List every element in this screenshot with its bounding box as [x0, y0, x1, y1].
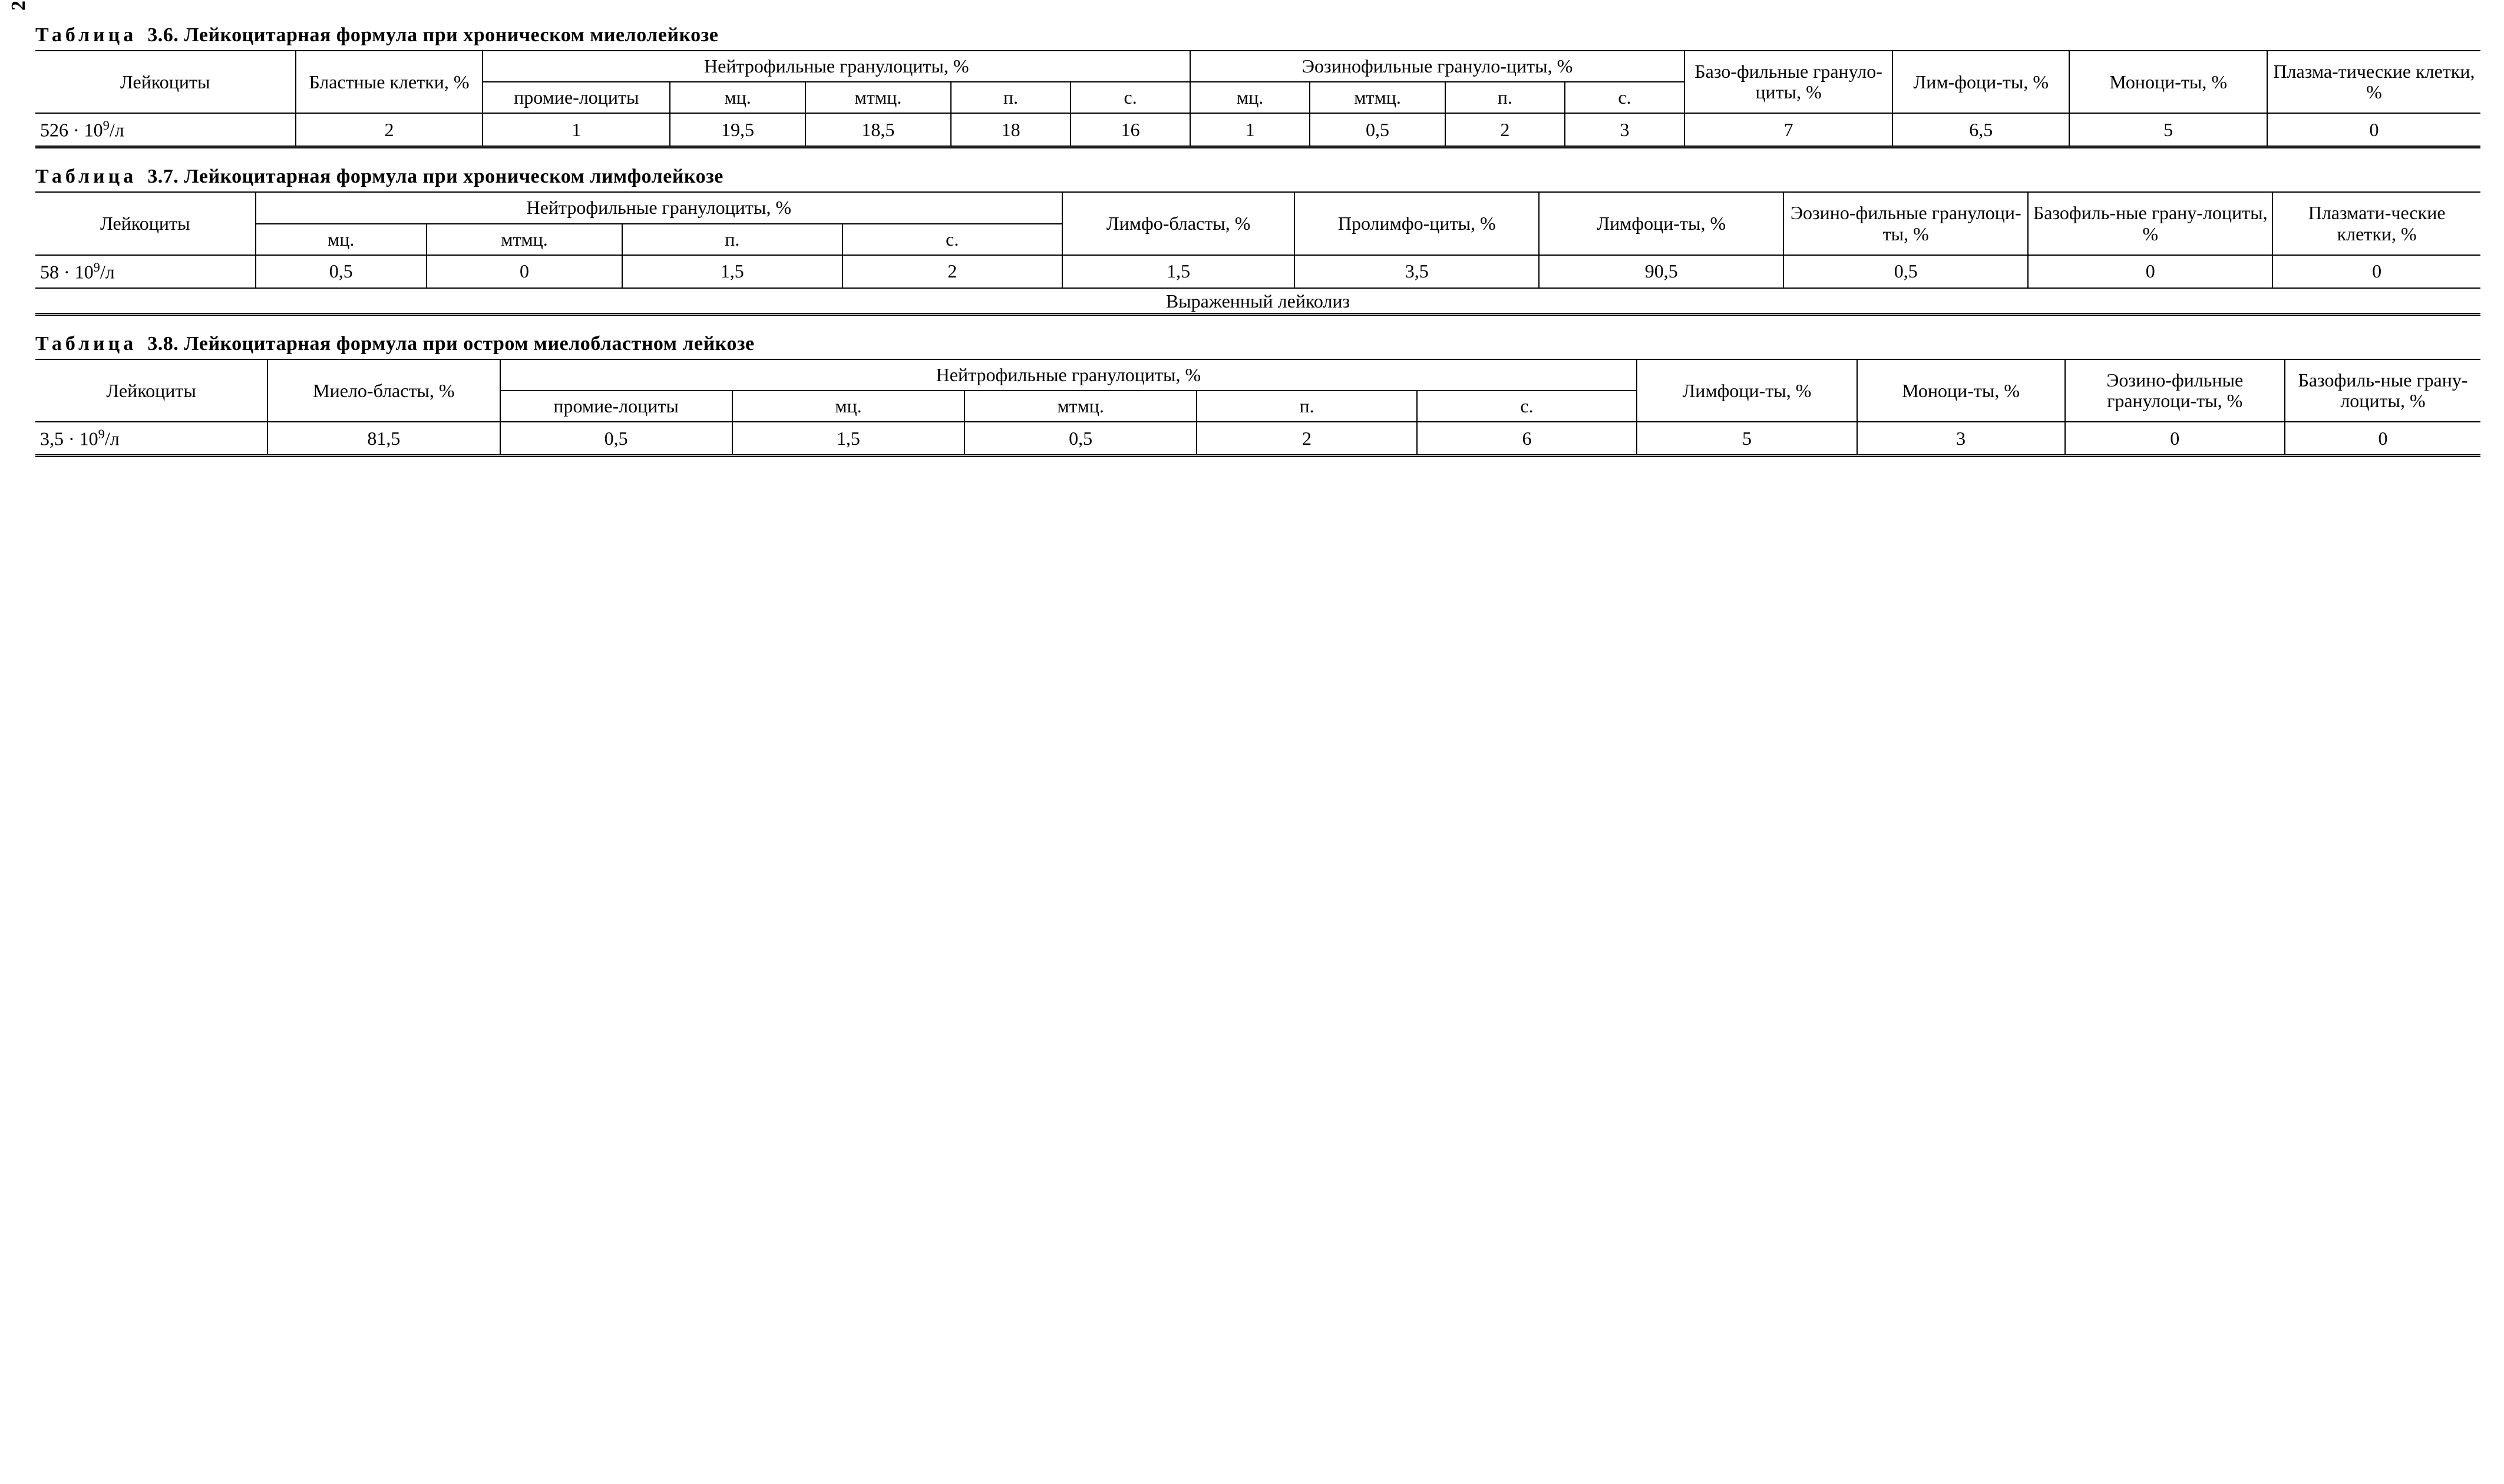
t38-leuk: 3,5 · 109/л: [35, 422, 267, 455]
t37-h-n-s: с.: [843, 224, 1063, 255]
t38-h-leuk: Лейкоциты: [35, 359, 267, 422]
page-content: Таблица 3.6. Лейкоцитарная формула при х…: [35, 24, 2480, 457]
table-word: Таблица: [35, 24, 137, 46]
t38-h-n-p: п.: [1197, 391, 1417, 422]
table-word: Таблица: [35, 333, 137, 355]
t38-h-eosino: Эозино-фильные гранулоци-ты, %: [2065, 359, 2285, 422]
t37-plasma: 0: [2272, 255, 2480, 288]
t38-baso: 0: [2285, 422, 2480, 455]
t37-h-plasma: Плазмати-ческие клетки, %: [2272, 192, 2480, 255]
t36-mono: 5: [2069, 113, 2267, 146]
t36-e-mc: 1: [1190, 113, 1310, 146]
t37-h-n-mtmc: мтмц.: [427, 224, 622, 255]
t37-h-prolymph: Пролимфо-циты, %: [1294, 192, 1539, 255]
t37-h-lymphoblast: Лимфо-бласты, %: [1062, 192, 1294, 255]
t37-eosino: 0,5: [1783, 255, 2028, 288]
t36-h-lymph: Лим-фоци-ты, %: [1892, 51, 2069, 113]
t37-note: Выраженный лейколиз: [35, 288, 2480, 313]
t38-mono: 3: [1857, 422, 2065, 455]
t38-myeloblast: 81,5: [267, 422, 500, 455]
t36-n-mc: 19,5: [670, 113, 805, 146]
table38-number: 3.8.: [147, 333, 179, 355]
t36-h-e-s: с.: [1565, 82, 1684, 113]
t36-e-p: 2: [1445, 113, 1565, 146]
t38-h-n-s: с.: [1417, 391, 1637, 422]
t36-n-mtmc: 18,5: [805, 113, 951, 146]
table37-number: 3.7.: [147, 166, 179, 187]
t36-plasma: 0: [2267, 113, 2480, 146]
t37-prolymph: 3,5: [1294, 255, 1539, 288]
t37-baso: 0: [2028, 255, 2272, 288]
t37-leuk: 58 · 109/л: [35, 255, 256, 288]
table36-caption: Таблица 3.6. Лейкоцитарная формула при х…: [35, 24, 2480, 47]
page-number: 212: [7, 0, 30, 11]
t37-lymph: 90,5: [1539, 255, 1783, 288]
t38-lymph: 5: [1637, 422, 1857, 455]
t38-h-promy: промие-лоциты: [500, 391, 732, 422]
t38-h-mono: Моноци-ты, %: [1857, 359, 2065, 422]
t36-h-e-mtmc: мтмц.: [1310, 82, 1445, 113]
t36-h-n-mc: мц.: [670, 82, 805, 113]
t38-n-mtmc: 0,5: [964, 422, 1197, 455]
t36-h-leuk: Лейкоциты: [35, 51, 296, 113]
t36-h-n-p: п.: [951, 82, 1071, 113]
t36-h-mono: Моноци-ты, %: [2069, 51, 2267, 113]
t36-n-p: 18: [951, 113, 1071, 146]
t38-n-mc: 1,5: [732, 422, 964, 455]
t37-n-p: 1,5: [622, 255, 843, 288]
t36-h-plasma: Плазма-тические клетки, %: [2267, 51, 2480, 113]
t36-h-e-mc: мц.: [1190, 82, 1310, 113]
t36-h-blast: Бластные клетки, %: [296, 51, 483, 113]
t36-blast: 2: [296, 113, 483, 146]
t38-promy: 0,5: [500, 422, 732, 455]
t37-n-s: 2: [843, 255, 1063, 288]
t36-lymph: 6,5: [1892, 113, 2069, 146]
table36-title: Лейкоцитарная формула при хроническом ми…: [184, 24, 718, 46]
table-row: 58 · 109/л 0,5 0 1,5 2 1,5 3,5 90,5 0,5 …: [35, 255, 2480, 288]
t36-leuk: 526 · 109/л: [35, 113, 296, 146]
table36: Лейкоциты Бластные клетки, % Нейтрофильн…: [35, 50, 2480, 148]
table-row: 3,5 · 109/л 81,5 0,5 1,5 0,5 2 6 5 3 0 0: [35, 422, 2480, 455]
table36-number: 3.6.: [147, 24, 179, 46]
t38-h-lymph: Лимфоци-ты, %: [1637, 359, 1857, 422]
t38-h-neutro: Нейтрофильные гранулоциты, %: [500, 359, 1637, 391]
t38-n-s: 6: [1417, 422, 1637, 455]
t38-h-baso: Базофиль-ные грану-лоциты, %: [2285, 359, 2480, 422]
t37-h-neutro: Нейтрофильные гранулоциты, %: [256, 192, 1063, 223]
t36-e-mtmc: 0,5: [1310, 113, 1445, 146]
t38-h-myeloblast: Миело-бласты, %: [267, 359, 500, 422]
t37-lymphoblast: 1,5: [1062, 255, 1294, 288]
table37-caption: Таблица 3.7. Лейкоцитарная формула при х…: [35, 165, 2480, 188]
table-row: 526 · 109/л 2 1 19,5 18,5 18 16 1 0,5 2 …: [35, 113, 2480, 146]
table-word: Таблица: [35, 166, 137, 187]
t38-h-n-mtmc: мтмц.: [964, 391, 1197, 422]
t36-h-n-mtmc: мтмц.: [805, 82, 951, 113]
t36-h-eosino: Эозинофильные грануло-циты, %: [1190, 51, 1684, 82]
t36-e-s: 3: [1565, 113, 1684, 146]
t37-n-mtmc: 0: [427, 255, 622, 288]
t37-n-mc: 0,5: [256, 255, 427, 288]
t37-h-lymph: Лимфоци-ты, %: [1539, 192, 1783, 255]
t36-n-s: 16: [1071, 113, 1190, 146]
table38: Лейкоциты Миело-бласты, % Нейтрофильные …: [35, 359, 2480, 457]
t37-h-eosino: Эозино-фильные гранулоци-ты, %: [1783, 192, 2028, 255]
t36-h-neutro: Нейтрофильные гранулоциты, %: [483, 51, 1190, 82]
t36-h-promy: промие-лоциты: [483, 82, 670, 113]
t36-h-n-s: с.: [1071, 82, 1190, 113]
t36-h-baso: Базо-фильные грануло-циты, %: [1684, 51, 1892, 113]
t38-h-n-mc: мц.: [732, 391, 964, 422]
table38-title: Лейкоцитарная формула при остром миелобл…: [184, 333, 754, 355]
t37-h-n-mc: мц.: [256, 224, 427, 255]
table37-title: Лейкоцитарная формула при хроническом ли…: [184, 166, 724, 187]
t38-eosino: 0: [2065, 422, 2285, 455]
t37-h-baso: Базофиль-ные грану-лоциты, %: [2028, 192, 2272, 255]
t36-h-e-p: п.: [1445, 82, 1565, 113]
table37: Лейкоциты Нейтрофильные гранулоциты, % Л…: [35, 191, 2480, 315]
t36-promy: 1: [483, 113, 670, 146]
t38-n-p: 2: [1197, 422, 1417, 455]
t37-h-leuk: Лейкоциты: [35, 192, 256, 255]
t37-h-n-p: п.: [622, 224, 843, 255]
table38-caption: Таблица 3.8. Лейкоцитарная формула при о…: [35, 332, 2480, 355]
t36-baso: 7: [1684, 113, 1892, 146]
